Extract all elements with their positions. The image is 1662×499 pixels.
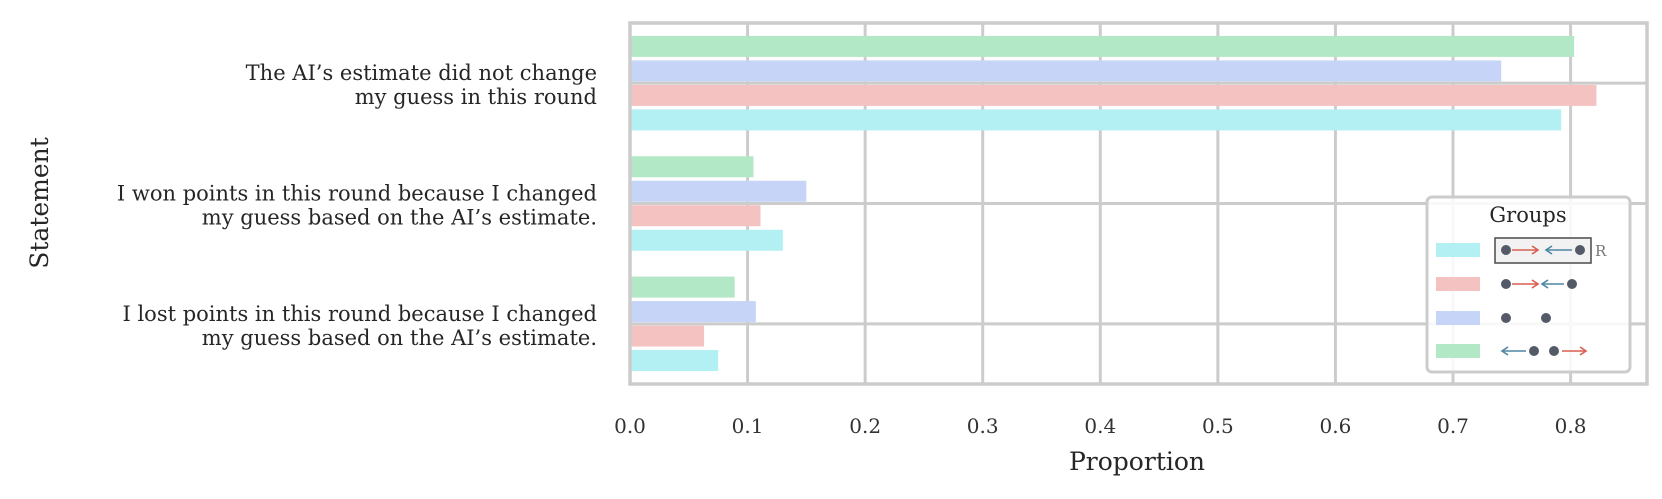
x-tick-label: 0.8 xyxy=(1555,414,1587,438)
bar xyxy=(631,276,735,298)
bar xyxy=(631,109,1562,131)
bar xyxy=(631,35,1575,57)
x-tick-label: 0.4 xyxy=(1084,414,1116,438)
legend-group-glyph xyxy=(1500,346,1588,356)
legend: Groups R xyxy=(1425,195,1632,374)
legend-group-glyph xyxy=(1501,279,1577,289)
x-tick-label: 0.1 xyxy=(732,414,764,438)
bar xyxy=(631,325,705,347)
bar xyxy=(631,84,1597,106)
x-tick-label: 0.7 xyxy=(1437,414,1469,438)
bar xyxy=(631,156,754,178)
legend-entry xyxy=(1436,277,1577,291)
x-tick-label: 0.0 xyxy=(614,414,646,438)
category-label: I lost points in this round because I ch… xyxy=(122,302,597,350)
legend-title: Groups xyxy=(1489,203,1566,227)
bars xyxy=(631,35,1597,372)
legend-group-glyph: R xyxy=(1494,237,1607,264)
bar xyxy=(631,229,783,251)
plot-frame xyxy=(628,21,1649,386)
bar xyxy=(631,180,807,202)
legend-entries: R xyxy=(1436,237,1607,358)
x-tick-label: 0.3 xyxy=(967,414,999,438)
legend-swatch xyxy=(1436,344,1480,358)
legend-entry xyxy=(1436,311,1551,325)
legend-entry xyxy=(1436,344,1588,358)
y-axis-title: Statement xyxy=(25,137,54,269)
x-tick-labels: 0.0 0.1 0.2 0.3 0.4 0.5 0.6 0.7 0.8 xyxy=(614,414,1586,438)
bar xyxy=(631,205,761,227)
x-tick-label: 0.2 xyxy=(849,414,881,438)
category-labels: The AI’s estimate did not change my guess… xyxy=(117,61,597,350)
legend-entry: R xyxy=(1436,237,1607,264)
legend-highlight-label: R xyxy=(1595,242,1607,260)
legend-swatch xyxy=(1436,311,1480,325)
bar xyxy=(631,301,756,323)
legend-group-glyph xyxy=(1501,313,1551,323)
legend-swatch xyxy=(1436,277,1480,291)
category-label: The AI’s estimate did not change my guess… xyxy=(246,61,597,109)
bar xyxy=(631,350,719,372)
x-tick-label: 0.6 xyxy=(1320,414,1352,438)
bar xyxy=(631,60,1502,82)
x-tick-label: 0.5 xyxy=(1202,414,1234,438)
legend-swatch xyxy=(1436,243,1480,257)
x-axis-title: Proportion xyxy=(1069,447,1205,476)
category-label: I won points in this round because I cha… xyxy=(117,182,597,230)
